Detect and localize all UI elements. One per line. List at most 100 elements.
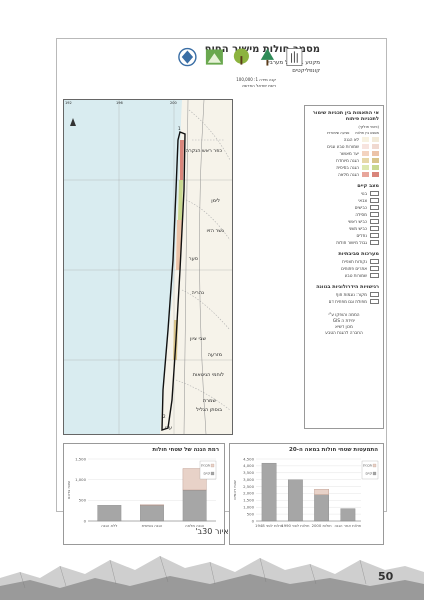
legend-symbol — [370, 299, 379, 304]
legend-class-label: יער מאושר — [339, 151, 359, 156]
legend-class-row: יער מאושר — [309, 151, 379, 156]
y-tick-label: 2,500 — [243, 484, 254, 489]
legend-symbol — [370, 191, 379, 196]
x-tick-label: חולות 2000 — [312, 523, 333, 528]
y-tick-label: 1,500 — [243, 498, 254, 503]
place-label: עכו — [164, 425, 172, 431]
legend-symbol — [370, 198, 379, 203]
legend-swatch — [372, 137, 379, 142]
legend-item-label: מסילה — [355, 212, 367, 217]
legend-class-row: לא הגנה — [309, 137, 379, 142]
legend-item-label: מפולת וגם מפחית דם — [328, 299, 367, 304]
chart-legend-label: קיים — [365, 472, 372, 476]
legend-title: אי התאמות בין תכניות שימור לתכניות פיתוח — [312, 110, 379, 122]
credit-line: מכון דשיא — [335, 324, 353, 329]
legend-note: (כיסוי חולקי) — [358, 124, 379, 129]
bar — [314, 494, 329, 522]
x-tick-label: חולות אחר הגנה — [334, 523, 361, 528]
ministry-logo — [178, 47, 197, 67]
scale-text: קנה מידה 1: 100,000 — [236, 77, 276, 82]
legend-item-label: בנוי — [360, 191, 367, 196]
legend-item: גבול מישור חולות — [309, 240, 379, 245]
x-tick-label: חולות לפני 1990 — [281, 523, 310, 528]
legend-class-row: שמורות טבע וגנים — [309, 144, 379, 149]
legend-swatch — [362, 137, 369, 142]
legend-class-row: הגנה מלאה — [309, 172, 379, 177]
y-tick-label: 1,500 — [75, 456, 86, 461]
place-label: שבי ציון — [190, 336, 206, 342]
place-label: סער — [188, 256, 198, 262]
legend-item: מקור: נוגמות חוף — [309, 292, 379, 297]
legend-section2: מצב קיים — [357, 183, 379, 189]
legend-swatch — [362, 172, 369, 177]
y-tick-label: 4,000 — [243, 463, 254, 468]
tree-logo — [261, 48, 275, 66]
legend-item-label: כבישים — [354, 205, 367, 210]
legend-swatch — [372, 151, 379, 156]
page-number: 50 — [378, 570, 394, 583]
legend-swatch — [362, 144, 369, 149]
legend-item-label: כביש משני — [348, 226, 367, 231]
emblem-logo — [286, 48, 303, 66]
legend-class-label: הגנה מלאה — [338, 172, 359, 177]
place-label: לימן — [211, 198, 220, 204]
map-sheet: מסמך חולות מישור החוף מקטע 1 - גליל מערב… — [56, 38, 387, 545]
chart-legend-swatch — [372, 463, 377, 468]
legend-symbol — [370, 233, 379, 238]
legend-symbol — [370, 292, 379, 297]
legend-item: נחלים — [309, 233, 379, 238]
decline-chart: התמעטות שטחי חולות במאה ה-20 0 500 1,000 1,… — [229, 443, 384, 545]
bar — [182, 489, 207, 522]
legend-class-label: הגנה בסיסית — [336, 165, 359, 170]
svg-text:1: 1 — [178, 126, 181, 131]
legend-col1: מפגש בין חולות — [355, 131, 379, 135]
legend-item: כבישים — [309, 205, 379, 210]
legend-item: צבאי — [309, 198, 379, 203]
legend-symbol — [370, 212, 379, 217]
legend-symbol — [370, 259, 379, 264]
grid-text: רשת ישראל החדשה — [241, 83, 276, 88]
bar-segment — [314, 489, 329, 495]
place-label: נהריה — [191, 290, 204, 296]
y-tick-label: 0 — [252, 518, 255, 523]
chart-title: רמת הגנה של שטחי חולות — [152, 447, 219, 453]
legend-section4: רגישויות הידרולוגיות בגוונה — [316, 284, 379, 290]
logo-strip — [177, 45, 305, 75]
legend-item: מסילה — [309, 212, 379, 217]
legend-class-label: לא הגנה — [343, 137, 359, 142]
parks-logo — [233, 48, 249, 65]
y-tick-label: 4,500 — [243, 456, 254, 461]
y-axis-label: שטח בדונם — [66, 481, 71, 499]
legend-swatch — [372, 172, 379, 177]
y-tick-label: 500 — [79, 498, 87, 503]
chart-legend-label: תכנית — [363, 464, 373, 468]
legend-item-label: אתרים פתוחים — [341, 266, 367, 271]
legend-item-label: נקודות תצפית — [342, 259, 367, 264]
x-tick-label: הגנה בסיסית — [142, 523, 163, 528]
legend-symbol — [370, 240, 379, 245]
place-label: גשר הזיו — [206, 228, 225, 234]
y-tick-label: 3,500 — [243, 470, 254, 475]
y-tick-label: 3,000 — [243, 477, 254, 482]
legend-item-label: צבאי — [358, 198, 367, 203]
legend-items3: נקודות תצפית אתרים פתוחים שמורות טבע — [305, 259, 383, 278]
sheet-title: מסמך חולות מישור החוף — [204, 44, 320, 55]
mountain-footer — [0, 555, 424, 600]
legend-item: כביש משני — [309, 226, 379, 231]
legend-col2: פגיעה שימורית — [327, 131, 350, 135]
bar — [97, 505, 122, 522]
legend-swatch — [362, 151, 369, 156]
credit-line: החברה להגנת הטבע — [325, 330, 363, 335]
figure-caption: איור 30ב' — [195, 527, 229, 536]
x-tick-label: הגנה מלאה — [185, 523, 205, 528]
chart-title: התמעטות שטחי חולות במאה ה-20 — [289, 447, 378, 453]
legend-symbol — [370, 273, 379, 278]
place-label: שמרת — [202, 398, 216, 404]
x-tick-label: ללא הגנה — [101, 523, 117, 528]
legend-class-label: שמורות טבע וגנים — [327, 144, 359, 149]
grid-label-top: 200 — [170, 101, 177, 105]
credit-line: הממה והופקו ע"י — [328, 312, 360, 317]
x-tick-label: חולות לפני 1948 — [255, 523, 284, 528]
bar — [261, 462, 277, 522]
y-tick-label: 2,000 — [243, 491, 254, 496]
